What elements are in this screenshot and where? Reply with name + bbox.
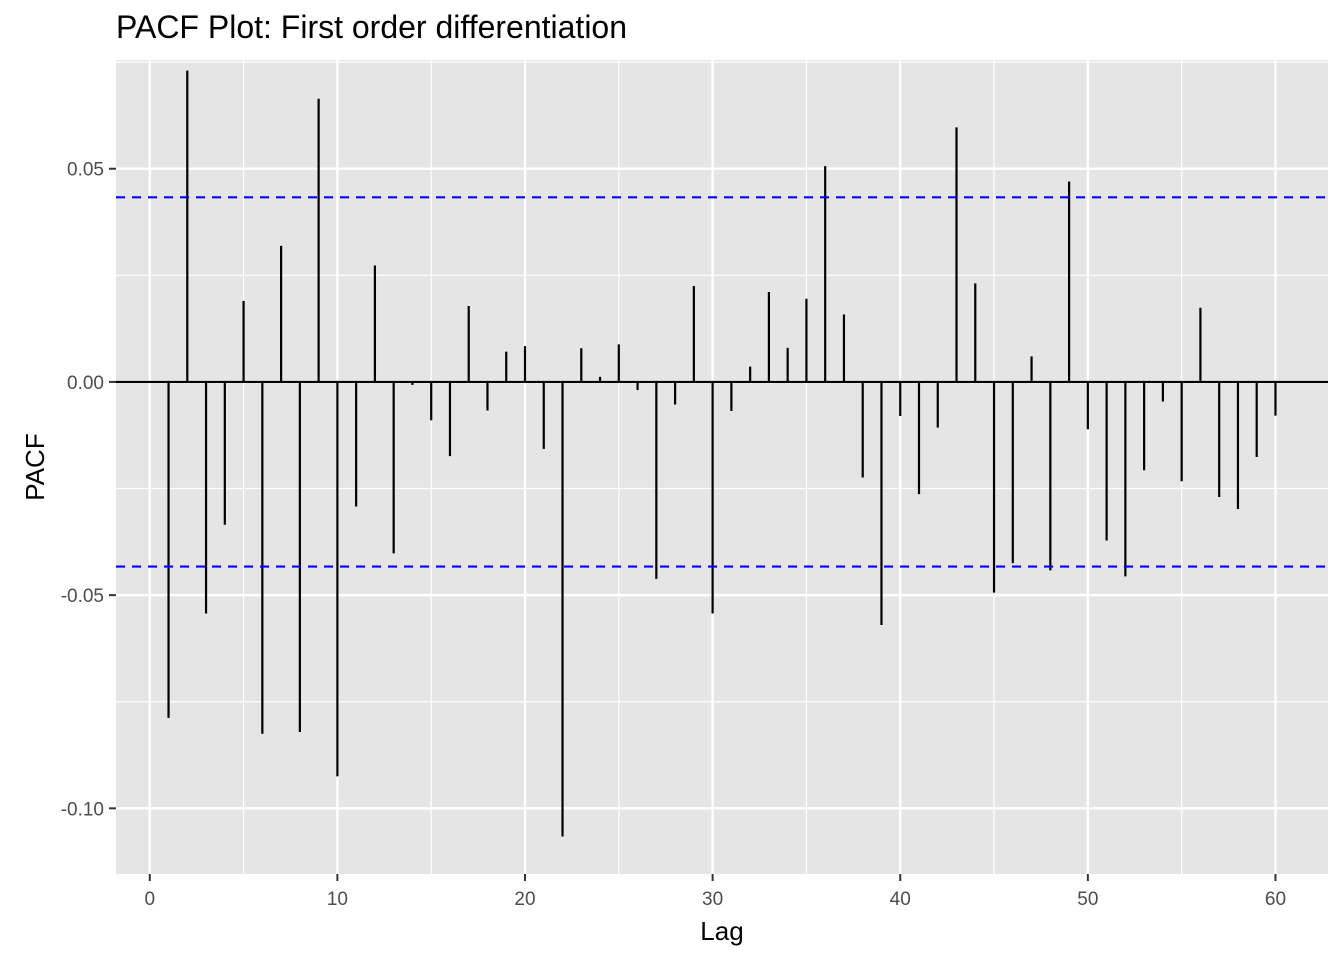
y-tick-label: -0.10	[61, 799, 104, 820]
x-tick-label: 50	[1077, 889, 1098, 910]
y-tick-label: 0.05	[67, 160, 104, 181]
y-tick-label: 0.00	[67, 373, 104, 394]
x-axis: 0 10 20 30 40 50 60	[144, 874, 1286, 910]
y-tick-label: -0.05	[61, 586, 104, 607]
x-tick-label: 30	[702, 889, 723, 910]
x-tick-label: 60	[1265, 889, 1286, 910]
x-tick-label: 20	[514, 889, 535, 910]
chart-title: PACF Plot: First order differentiation	[116, 9, 627, 45]
x-axis-title: Lag	[700, 916, 743, 946]
y-axis: -0.10 -0.05 0.00 0.05	[61, 160, 116, 820]
y-axis-title: PACF	[20, 433, 50, 500]
x-tick-label: 10	[327, 889, 348, 910]
x-tick-label: 0	[144, 889, 155, 910]
plot-panel	[116, 60, 1328, 874]
reference-lines	[116, 196, 1328, 568]
x-tick-label: 40	[890, 889, 911, 910]
pacf-bars	[167, 70, 1277, 837]
